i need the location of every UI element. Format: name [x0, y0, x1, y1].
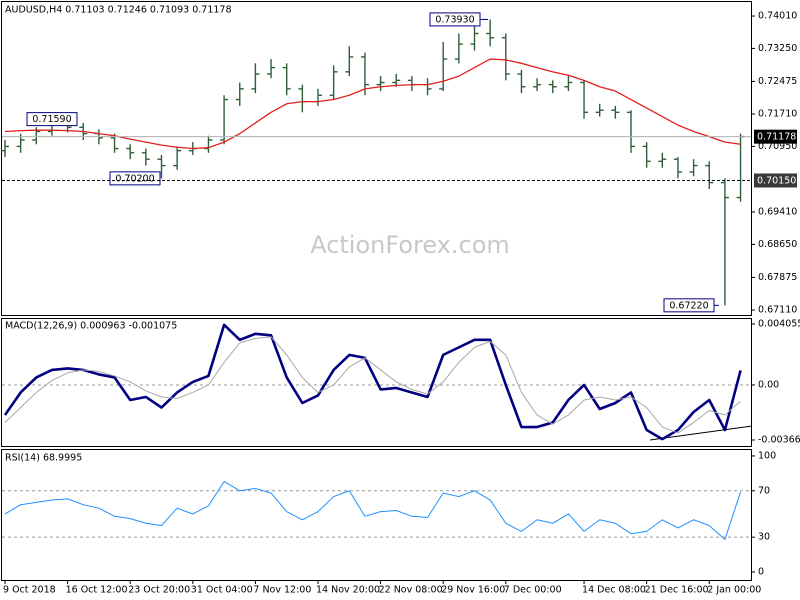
annotation-box	[429, 12, 481, 27]
annotation-label: 0.70200	[115, 173, 154, 184]
x-tick-label: 7 Dec 00:00	[504, 585, 562, 596]
x-tick-label: 7 Nov 12:00	[253, 585, 311, 596]
x-tick-label: 31 Oct 04:00	[191, 585, 253, 596]
price-title: AUDUSD,H4 0.71103 0.71246 0.71093 0.7117…	[5, 5, 232, 16]
y-tick-label: 0.74010	[758, 11, 797, 22]
y-tick-label: 0.71710	[758, 109, 797, 120]
annotation-box	[26, 112, 78, 127]
y-tick-label: 0	[758, 566, 764, 577]
y-tick-label: 70	[758, 485, 770, 496]
y-tick-label: 0.72475	[758, 76, 797, 87]
x-tick-label: 29 Nov 16:00	[441, 585, 505, 596]
price-box-label: 0.71178	[757, 132, 796, 143]
y-tick-label: 0.68650	[758, 239, 797, 250]
indicator-line	[3, 323, 742, 441]
price-panel	[1, 1, 752, 316]
y-tick-label: 0.004055	[758, 318, 800, 329]
annotation-label: 0.73930	[435, 14, 474, 25]
x-tick-label: 9 Oct 2018	[3, 585, 56, 596]
x-tick-label: 16 Oct 12:00	[66, 585, 128, 596]
indicator-line	[4, 336, 741, 434]
y-tick-label: 30	[758, 532, 770, 543]
x-tick-label: 21 Dec 16:00	[645, 585, 709, 596]
y-tick-label: 0.69410	[758, 207, 797, 218]
price-box	[754, 173, 797, 188]
y-tick-label: 0.73250	[758, 43, 797, 54]
x-tick-label: 23 Oct 20:00	[128, 585, 190, 596]
y-tick-label: 0.67875	[758, 272, 797, 283]
annotation-box	[109, 171, 161, 186]
price-box	[754, 129, 797, 144]
annotation-label: 0.71590	[32, 114, 71, 125]
annotation-box	[663, 298, 715, 313]
rsi-panel	[1, 449, 752, 581]
indicator-line	[4, 58, 741, 150]
x-tick-label: 14 Dec 08:00	[582, 585, 646, 596]
indicator-line	[4, 480, 742, 541]
y-tick-label: -0.003662	[758, 435, 800, 446]
y-tick-label: 100	[758, 450, 776, 461]
y-tick-label: 0.70950	[758, 141, 797, 152]
annotation-label: 0.67220	[669, 300, 708, 311]
y-tick-label: 0.67110	[758, 305, 797, 316]
x-tick-label: 14 Nov 20:00	[316, 585, 380, 596]
x-tick-label: 22 Nov 08:00	[379, 585, 443, 596]
price-box-label: 0.70150	[757, 175, 796, 186]
macd-panel	[1, 318, 752, 447]
watermark: ActionForex.com	[310, 231, 510, 259]
rsi-title: RSI(14) 68.9995	[5, 453, 82, 464]
y-tick-label: 0.00	[758, 379, 779, 390]
macd-title: MACD(12,26,9) 0.000963 -0.001075	[5, 321, 177, 332]
x-tick-label: 2 Jan 00:00	[707, 585, 761, 596]
